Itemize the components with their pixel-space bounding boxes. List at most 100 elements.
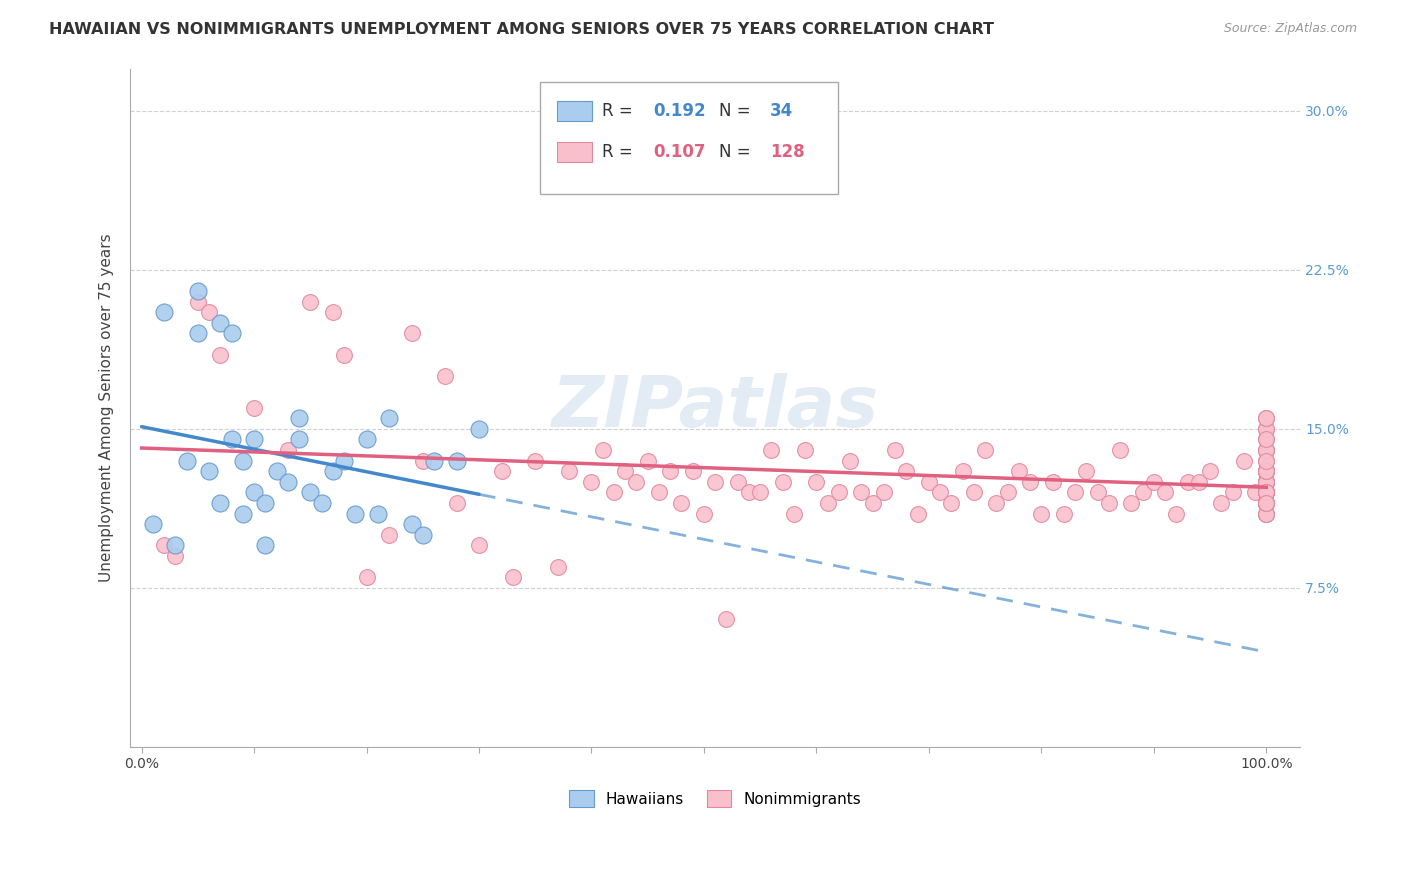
Point [288,411,311,425]
Point [997,485,1019,500]
Point [299,294,322,309]
Text: Source: ZipAtlas.com: Source: ZipAtlas.com [1223,22,1357,36]
Point [952,464,974,478]
Point [1256,464,1278,478]
Point [209,316,232,330]
Legend: Hawaiians, Nonimmigrants: Hawaiians, Nonimmigrants [562,784,868,814]
Point [434,368,457,383]
Point [1256,464,1278,478]
Point [986,496,1008,510]
Point [817,496,839,510]
Point [1256,485,1278,500]
Point [761,442,783,457]
Point [176,453,198,467]
Point [828,485,851,500]
Point [1256,485,1278,500]
Point [1256,422,1278,436]
Text: HAWAIIAN VS NONIMMIGRANTS UNEMPLOYMENT AMONG SENIORS OVER 75 YEARS CORRELATION C: HAWAIIAN VS NONIMMIGRANTS UNEMPLOYMENT A… [49,22,994,37]
Point [198,464,221,478]
Point [1121,496,1143,510]
Point [918,475,941,489]
Point [749,485,772,500]
Point [1256,475,1278,489]
Point [221,433,243,447]
Point [1053,507,1076,521]
FancyBboxPatch shape [557,101,592,121]
Point [637,453,659,467]
Point [165,549,187,563]
Point [1019,475,1042,489]
Point [1256,496,1278,510]
Point [1256,507,1278,521]
Point [896,464,918,478]
Point [1256,442,1278,457]
Point [1256,496,1278,510]
Point [1109,442,1132,457]
Point [772,475,794,489]
Point [491,464,513,478]
Point [333,453,356,467]
FancyBboxPatch shape [557,142,592,162]
Point [558,464,581,478]
Point [378,527,401,541]
Point [299,485,322,500]
Point [311,496,333,510]
Point [1256,433,1278,447]
Point [1256,442,1278,457]
Point [907,507,929,521]
Point [1256,453,1278,467]
Point [873,485,896,500]
Point [1098,496,1121,510]
Point [356,570,378,584]
Point [1042,475,1064,489]
Point [344,507,367,521]
Point [412,527,434,541]
Point [1256,464,1278,478]
Point [468,422,491,436]
Point [1256,464,1278,478]
Point [401,517,423,532]
Point [783,507,806,521]
Point [1256,475,1278,489]
Point [1256,496,1278,510]
Point [727,475,749,489]
Point [929,485,952,500]
Point [547,559,569,574]
Point [1222,485,1244,500]
Point [524,453,547,467]
Point [401,326,423,341]
Point [266,464,288,478]
Point [1256,496,1278,510]
Point [1256,496,1278,510]
Text: 128: 128 [770,143,804,161]
Point [209,348,232,362]
Point [423,453,446,467]
Point [288,433,311,447]
Point [446,453,468,467]
Point [1256,475,1278,489]
Text: N =: N = [718,103,755,120]
Point [963,485,986,500]
Point [1256,475,1278,489]
Point [243,433,266,447]
Point [254,538,277,552]
Point [378,411,401,425]
Point [322,464,344,478]
Y-axis label: Unemployment Among Seniors over 75 years: Unemployment Among Seniors over 75 years [100,234,114,582]
Point [502,570,524,584]
Point [468,538,491,552]
Point [221,326,243,341]
Point [603,485,626,500]
Point [1256,496,1278,510]
Point [1256,475,1278,489]
Point [839,453,862,467]
Point [974,442,997,457]
Point [1256,464,1278,478]
Point [671,496,693,510]
Point [333,348,356,362]
Point [1166,507,1188,521]
Text: 0.107: 0.107 [654,143,706,161]
Point [1256,485,1278,500]
Point [1256,411,1278,425]
Point [1211,496,1233,510]
